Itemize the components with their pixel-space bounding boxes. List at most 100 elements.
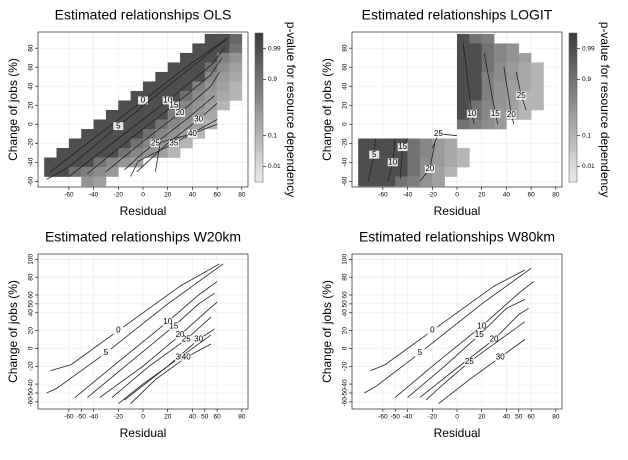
contour-label: 0 bbox=[430, 326, 435, 335]
contour-label: 35 bbox=[176, 352, 185, 361]
y-axis-label: Change of jobs (%) bbox=[320, 58, 334, 161]
x-tick-label: 60 bbox=[214, 192, 222, 199]
x-tick-label: 50 bbox=[201, 414, 209, 421]
colorbar-label: p-value for resource dependency bbox=[598, 22, 612, 197]
y-tick-label: 50 bbox=[342, 300, 349, 308]
y-tick-label: 20 bbox=[342, 101, 349, 109]
heat-cell bbox=[68, 157, 82, 168]
contour-label-bg bbox=[489, 335, 500, 344]
contour-line bbox=[136, 102, 218, 173]
y-axis-label: Change of jobs (%) bbox=[6, 280, 20, 383]
heat-cell bbox=[518, 52, 532, 63]
colorbar-tick-label: 0.9 bbox=[268, 76, 277, 83]
contour-line bbox=[155, 123, 218, 172]
heat-cell bbox=[204, 71, 218, 82]
contour-label-bg bbox=[474, 331, 485, 340]
heat-cell bbox=[105, 128, 119, 139]
contour-line bbox=[124, 328, 215, 401]
heat-cell bbox=[370, 167, 384, 177]
heat-cell bbox=[419, 157, 433, 168]
heat-cell bbox=[382, 148, 396, 158]
heat-cell bbox=[481, 100, 495, 111]
x-tick-label: -50 bbox=[391, 414, 401, 421]
heat-cell bbox=[382, 167, 396, 177]
colorbar-label: p-value for resource dependency bbox=[284, 22, 298, 197]
heat-cell bbox=[457, 62, 470, 73]
heat-cell bbox=[56, 167, 70, 177]
heat-cell bbox=[518, 100, 532, 111]
heat-cell bbox=[481, 43, 495, 54]
heat-cell bbox=[44, 167, 57, 177]
y-tick-label: -40 bbox=[28, 379, 35, 389]
heat-cell bbox=[358, 176, 371, 187]
heat-cell bbox=[358, 148, 371, 158]
contour-label: 25 bbox=[465, 357, 474, 366]
heat-cell bbox=[457, 52, 470, 63]
heat-cell bbox=[494, 71, 507, 82]
heat-cell bbox=[407, 148, 421, 158]
heat-cell bbox=[506, 43, 520, 54]
heat-cell bbox=[180, 52, 193, 63]
heat-cell bbox=[358, 157, 371, 168]
plot-frame bbox=[37, 31, 249, 188]
contour-label-bg bbox=[193, 335, 204, 344]
heat-cell bbox=[358, 138, 371, 149]
plot-frame bbox=[351, 253, 563, 410]
y-tick-label: -20 bbox=[342, 361, 349, 371]
heat-cell bbox=[155, 119, 169, 130]
heat-cell bbox=[180, 119, 193, 130]
heat-cell bbox=[494, 90, 507, 101]
panel-title: Estimated relationships W80km bbox=[359, 229, 555, 245]
contour-label: 5 bbox=[116, 121, 121, 130]
contour-label: 5 bbox=[104, 348, 109, 357]
heat-cell bbox=[229, 81, 243, 92]
x-tick-label: -40 bbox=[89, 414, 99, 421]
contour-label-bg bbox=[175, 108, 186, 117]
heat-cell bbox=[155, 138, 169, 149]
contour-label: 15 bbox=[475, 330, 484, 339]
panel-title: Estimated relationships W20km bbox=[45, 229, 241, 245]
x-tick-label: 40 bbox=[503, 192, 511, 199]
heat-cell bbox=[382, 176, 396, 187]
heat-cell bbox=[506, 52, 520, 63]
heat-cell bbox=[518, 109, 532, 120]
heat-cell bbox=[192, 128, 206, 139]
contour-line bbox=[111, 316, 212, 398]
heat-cell bbox=[167, 90, 181, 101]
x-axis-label: Residual bbox=[434, 204, 481, 218]
plot-frame bbox=[37, 253, 249, 410]
heat-cell bbox=[130, 90, 144, 101]
contour-label-bg bbox=[113, 122, 124, 131]
y-tick-label: 50 bbox=[28, 300, 35, 308]
contour-line bbox=[438, 339, 526, 405]
heat-cell bbox=[93, 157, 107, 168]
x-tick-label: -40 bbox=[403, 192, 413, 199]
y-tick-label: 20 bbox=[28, 327, 35, 335]
heat-cell bbox=[432, 176, 445, 187]
x-tick-label: 80 bbox=[238, 192, 246, 199]
x-axis-label: Residual bbox=[120, 204, 167, 218]
heat-cell bbox=[167, 148, 181, 158]
heat-cell bbox=[395, 176, 408, 187]
x-tick-label: -60 bbox=[64, 192, 74, 199]
y-tick-label: -20 bbox=[28, 138, 35, 148]
heat-cell bbox=[180, 128, 193, 139]
x-tick-label: 20 bbox=[164, 192, 172, 199]
y-tick-label: 40 bbox=[342, 309, 349, 317]
heat-cell bbox=[93, 176, 107, 187]
heat-cell bbox=[432, 157, 445, 168]
x-tick-label: 40 bbox=[503, 414, 511, 421]
y-tick-label: 80 bbox=[28, 273, 35, 281]
y-axis-label: Change of jobs (%) bbox=[6, 58, 20, 161]
heat-cell bbox=[419, 176, 433, 187]
y-axis-label: Change of jobs (%) bbox=[320, 280, 334, 383]
contour-label-bg bbox=[516, 91, 527, 100]
y-tick-label: -40 bbox=[342, 379, 349, 389]
y-tick-label: -40 bbox=[28, 157, 35, 167]
heat-cell bbox=[81, 176, 94, 187]
heat-cell bbox=[494, 119, 507, 130]
contour-label: 35 bbox=[169, 138, 178, 147]
heat-cell bbox=[395, 148, 408, 158]
heat-cell bbox=[180, 100, 193, 111]
contour-label: 40 bbox=[188, 129, 197, 138]
